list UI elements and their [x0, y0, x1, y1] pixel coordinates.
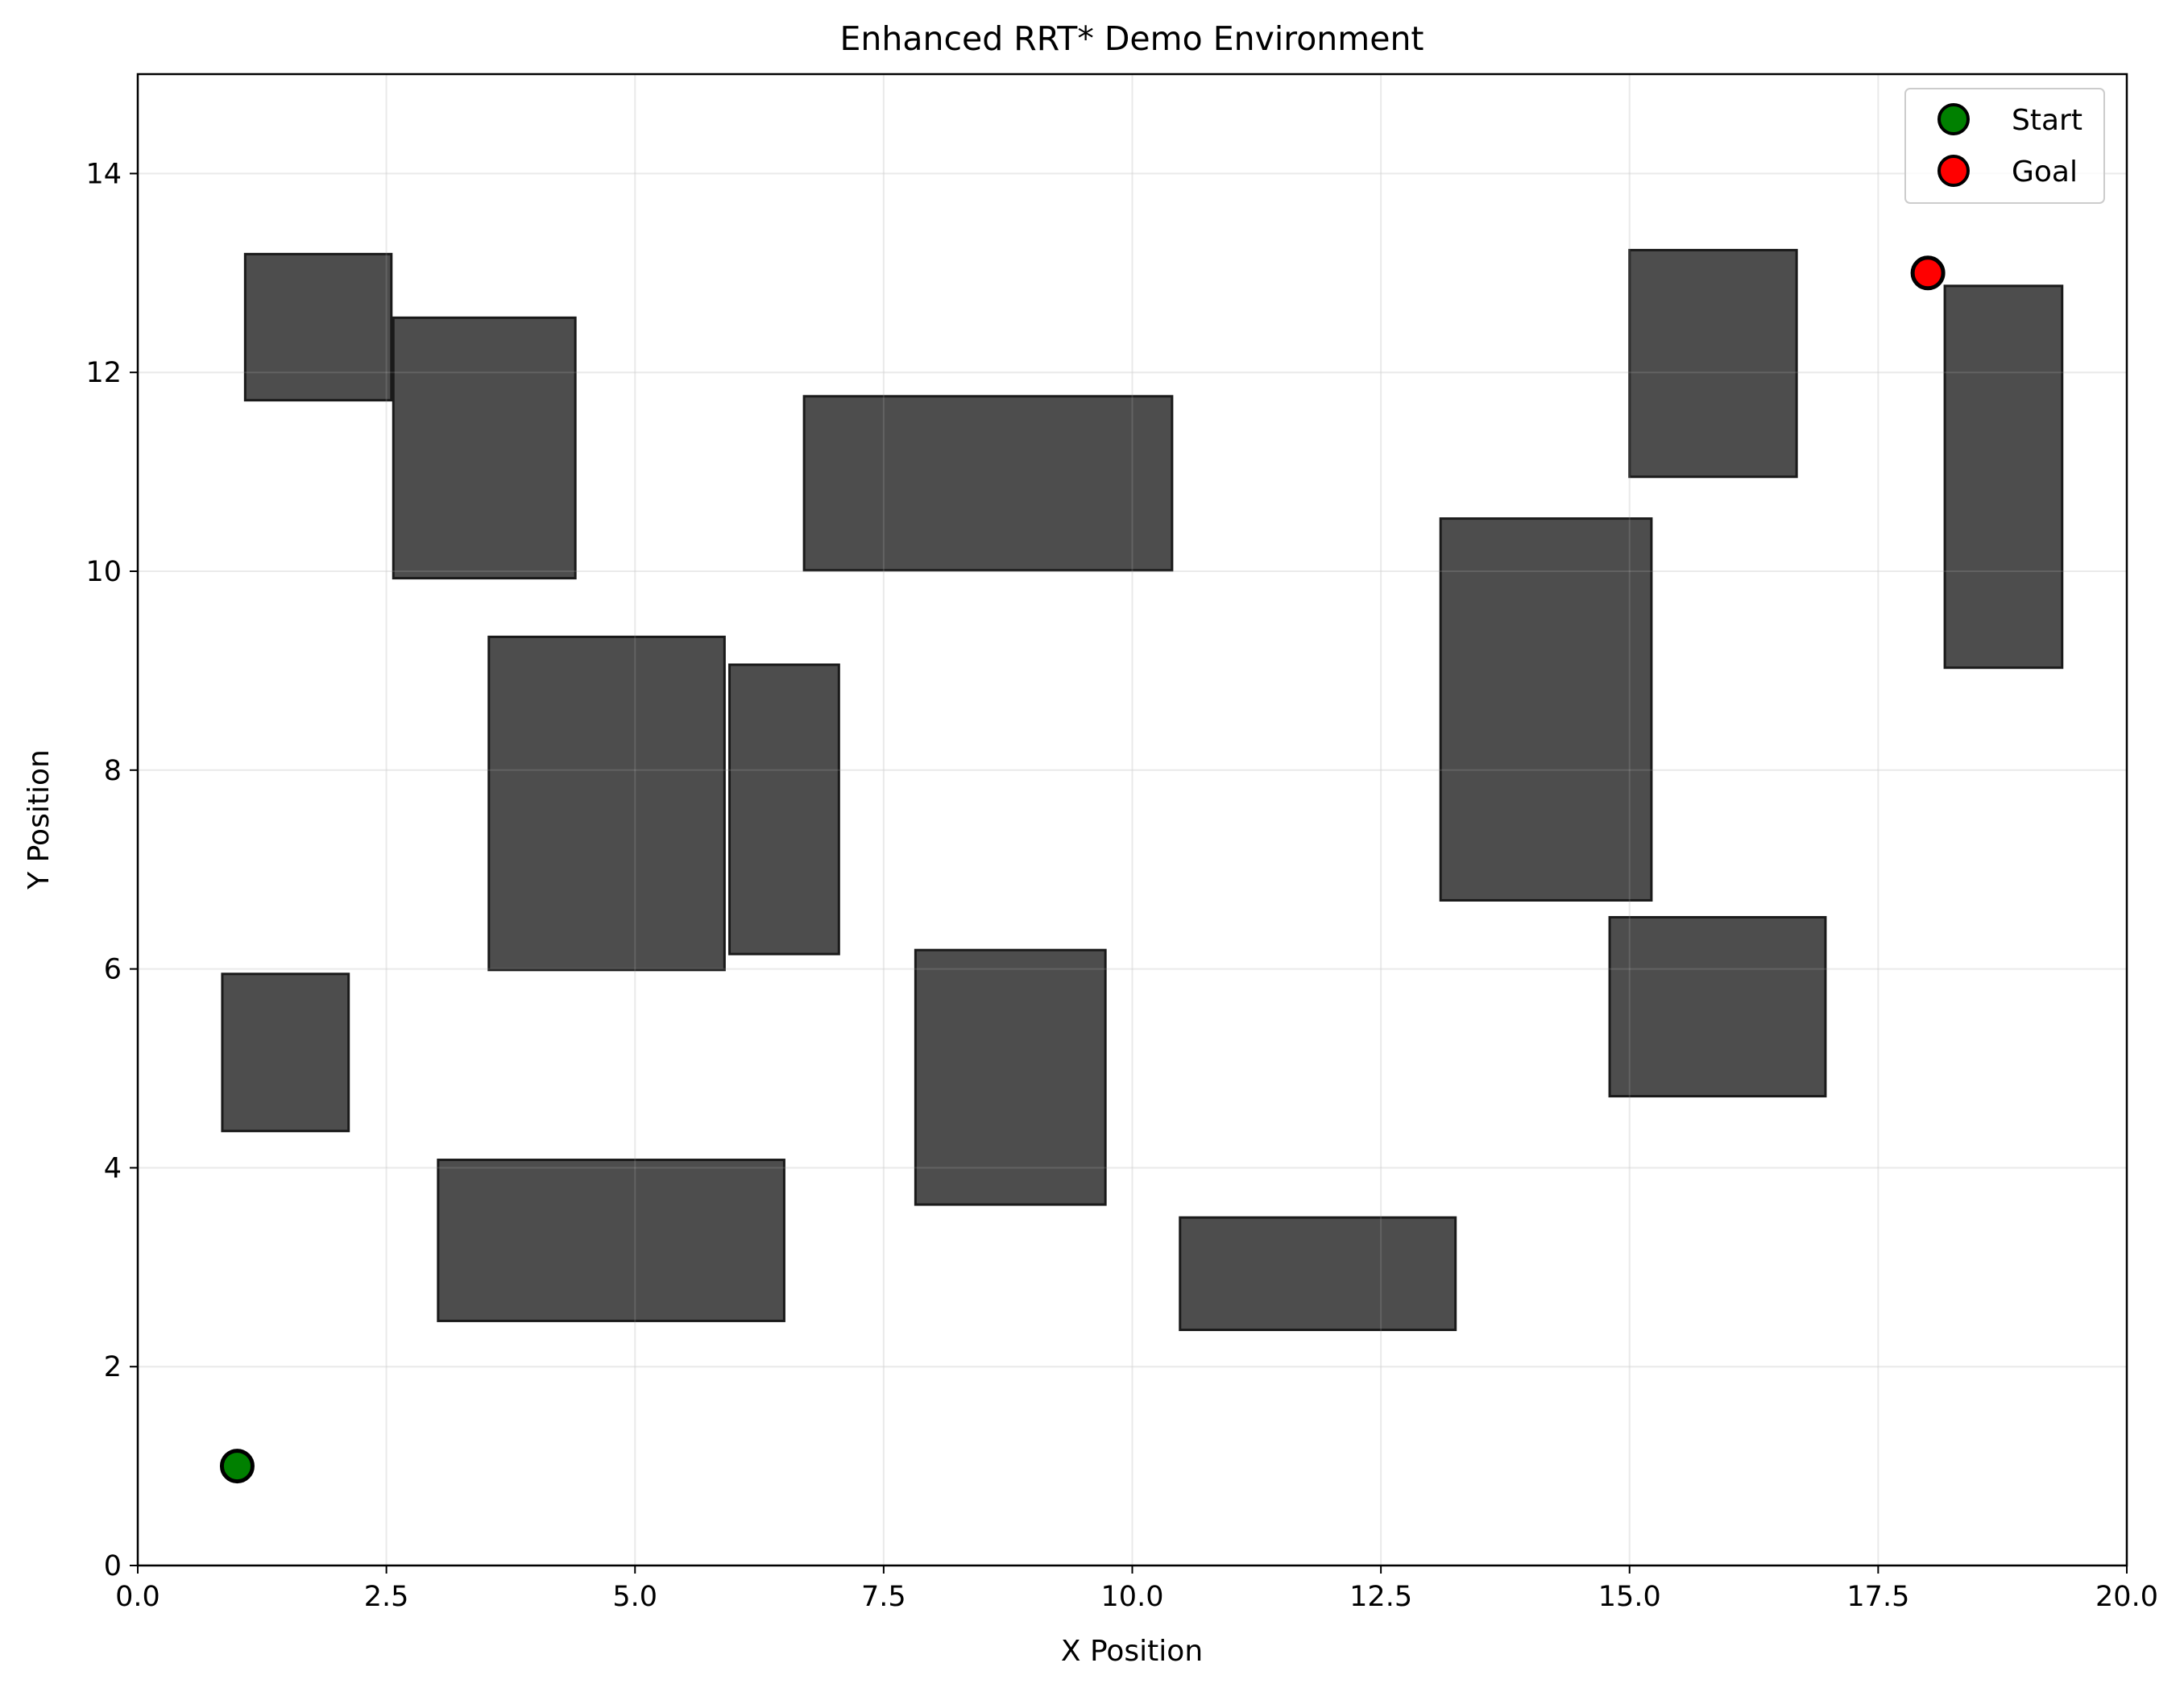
y-tick-label: 14	[85, 158, 122, 190]
obstacles	[137, 74, 2128, 1566]
chart-title: Enhanced RRT* Demo Environment	[839, 19, 1424, 58]
y-axis-label: Y Position	[23, 749, 56, 890]
x-tick-label: 7.5	[861, 1581, 906, 1613]
x-tick-label: 5.0	[612, 1581, 657, 1613]
y-tick-label: 4	[104, 1152, 122, 1184]
x-axis-ticks: 0.0 2.5 5.0 7.5 10.0 12.5 15.0 17.5 20.0	[115, 1566, 2158, 1613]
y-tick-label: 0	[104, 1550, 122, 1582]
legend-start-label: Start	[2012, 104, 2082, 137]
obstacle-rect	[243, 252, 393, 402]
y-tick-label: 12	[85, 357, 122, 389]
y-tick-label: 8	[104, 755, 122, 787]
obstacle-rect	[802, 395, 1174, 572]
y-tick-label: 2	[104, 1351, 122, 1383]
obstacle-rect	[728, 663, 840, 956]
y-tick-label: 10	[85, 556, 122, 588]
x-axis-label: X Position	[1061, 1635, 1203, 1668]
obstacle-rect	[1439, 517, 1653, 902]
legend-goal-marker	[1937, 155, 1970, 187]
obstacle-rect	[1628, 248, 1798, 479]
obstacle-rect	[437, 1159, 785, 1322]
obstacle-rect	[1943, 284, 2064, 670]
obstacle-rect	[1179, 1216, 1457, 1332]
x-tick-label: 15.0	[1598, 1581, 1661, 1613]
x-tick-label: 10.0	[1101, 1581, 1164, 1613]
y-tick-label: 6	[104, 954, 122, 986]
obstacle-rect	[221, 972, 350, 1133]
legend-goal-label: Goal	[2012, 156, 2078, 189]
obstacle-rect	[914, 948, 1107, 1206]
legend: Start Goal	[1904, 88, 2105, 204]
legend-start-marker	[1937, 103, 1970, 135]
goal-point	[1910, 255, 1946, 291]
y-axis-ticks: 0 2 4 6 8 10 12 14	[85, 158, 138, 1582]
obstacle-rect	[392, 316, 577, 580]
x-tick-label: 12.5	[1349, 1581, 1412, 1613]
x-tick-label: 0.0	[115, 1581, 160, 1613]
obstacle-rect	[1608, 915, 1827, 1098]
markers	[219, 255, 1946, 1484]
x-tick-label: 20.0	[2095, 1581, 2158, 1613]
start-point	[219, 1449, 255, 1484]
obstacle-rect	[487, 635, 726, 972]
x-tick-label: 17.5	[1846, 1581, 1909, 1613]
x-tick-label: 2.5	[364, 1581, 409, 1613]
